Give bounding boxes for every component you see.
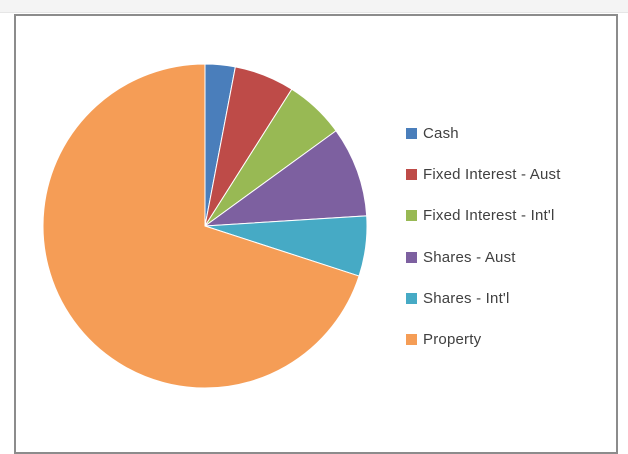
legend-swatch xyxy=(406,251,417,263)
legend-label: Shares - Aust xyxy=(423,248,516,266)
legend-swatch xyxy=(406,334,417,346)
legend-label: Cash xyxy=(423,125,459,143)
legend-item: Cash xyxy=(406,113,616,154)
legend-item: Shares - Int'l xyxy=(406,278,616,319)
legend-label: Shares - Int'l xyxy=(423,289,510,307)
legend-swatch xyxy=(406,169,417,181)
pie-slices xyxy=(42,63,368,389)
pie-chart xyxy=(42,63,368,389)
legend-item: Fixed Interest - Int'l xyxy=(406,195,616,236)
chart-legend: Cash Fixed Interest - Aust Fixed Interest … xyxy=(406,113,616,360)
legend-label: Property xyxy=(423,331,482,349)
legend-item: Fixed Interest - Aust xyxy=(406,154,616,195)
legend-item: Shares - Aust xyxy=(406,237,616,278)
pie-slice-property xyxy=(42,63,360,389)
legend-label: Fixed Interest - Int'l xyxy=(423,207,555,225)
legend-item: Property xyxy=(406,319,616,360)
legend-swatch xyxy=(406,128,417,140)
top-strip xyxy=(0,0,628,13)
legend-label: Fixed Interest - Aust xyxy=(423,166,561,184)
legend-swatch xyxy=(406,210,417,222)
pie-slice-shares-aust xyxy=(203,130,368,227)
legend-swatch xyxy=(406,292,417,304)
